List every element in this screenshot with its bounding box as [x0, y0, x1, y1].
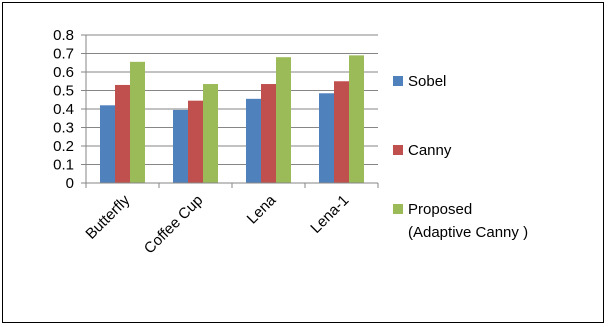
y-tick-label: 0.5 [53, 83, 74, 100]
x-category-label: Lena [244, 191, 280, 227]
bar-canny [188, 100, 203, 183]
axes [81, 34, 379, 188]
y-tick-label: 0.8 [53, 27, 74, 44]
bar-sobel [246, 98, 261, 183]
bars [100, 55, 364, 184]
legend-label: Sobel [408, 73, 446, 90]
bar-sobel [173, 109, 188, 183]
bar-proposed [130, 61, 145, 184]
bar-canny [334, 81, 349, 183]
bar-proposed [203, 84, 218, 183]
legend-label: (Adaptive Canny ) [408, 224, 528, 241]
y-tick-label: 0 [66, 175, 74, 192]
legend-swatch [393, 145, 403, 155]
y-tick-label: 0.2 [53, 138, 74, 155]
y-tick-label: 0.1 [53, 157, 74, 174]
legend: Sobel Canny Proposed (Adaptive Canny ) [393, 73, 528, 241]
legend-swatch [393, 76, 403, 86]
bar-canny [115, 84, 130, 183]
x-category-label: Butterfly [82, 191, 133, 242]
y-tick-label: 0.6 [53, 64, 74, 81]
legend-swatch [393, 204, 403, 214]
x-category-label: Coffee Cup [141, 192, 206, 257]
y-tick-label: 0.7 [53, 46, 74, 63]
x-category-labels: Butterfly Coffee Cup Lena Lena-1 [82, 191, 352, 257]
bar-sobel [319, 93, 334, 183]
legend-label: Proposed [408, 201, 472, 218]
y-tick-labels: 00.1 0.20.3 0.40.5 0.60.7 0.8 [53, 27, 74, 192]
y-tick-label: 0.4 [53, 101, 74, 118]
bar-canny [261, 84, 276, 183]
x-category-label: Lena-1 [307, 192, 352, 237]
legend-label: Canny [408, 142, 452, 159]
bar-proposed [276, 57, 291, 184]
bar-proposed [349, 55, 364, 183]
bar-sobel [100, 105, 115, 183]
y-tick-label: 0.3 [53, 120, 74, 137]
